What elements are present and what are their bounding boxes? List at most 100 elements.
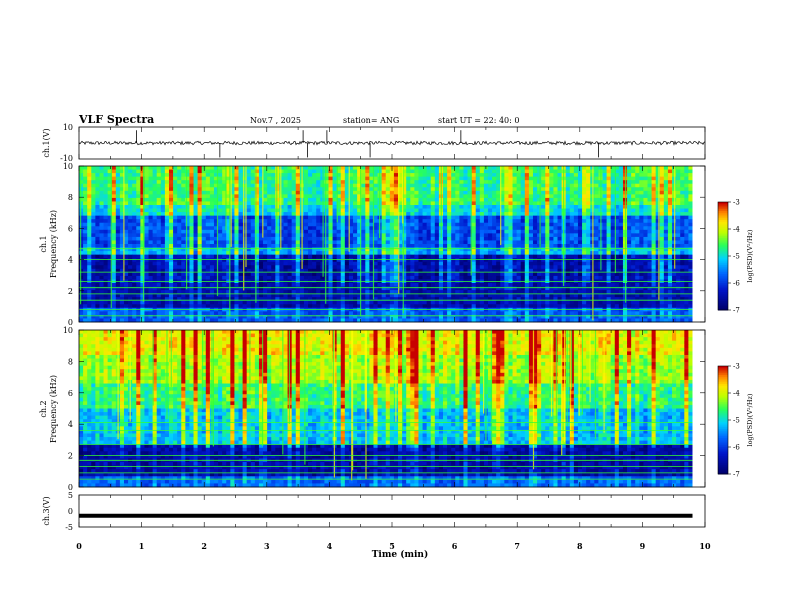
spectrogram-cell [398,205,403,209]
spectrogram-cell [136,173,141,178]
spectrogram-cell [111,187,117,192]
spectrogram-cell [287,265,293,270]
spectrogram-cell [254,229,260,234]
spectrogram-cell [541,180,546,185]
spectrogram-cell [434,222,440,227]
spectrogram-cell [418,215,423,220]
spectrogram-cell [271,226,276,231]
spectrogram-cell [663,212,669,217]
spectrogram-cell [103,180,109,185]
spectrogram-cell [402,265,407,270]
spectrogram-cell [279,268,284,273]
spectrogram-cell [267,229,272,234]
spectrogram-cell [152,173,158,178]
spectrogram-cell [635,244,640,248]
spectrogram-cell [483,169,489,174]
spectrogram-cell [271,244,276,248]
spectrogram-cell [242,205,248,209]
spectrogram-cell [365,275,370,280]
spectrogram-cell [263,173,268,178]
spectrogram-cell [545,166,550,170]
spectrogram-cell [492,194,497,199]
spectrogram-cell [655,180,661,185]
spectrogram-cell [393,254,399,259]
spectrogram-cell [148,272,154,277]
spectrogram-cell [340,212,346,217]
spectrogram-cell [132,190,137,195]
spectrogram-cell [459,268,464,273]
spectrogram-cell [676,258,681,263]
spectrogram-cell [148,229,154,234]
spectrogram-cell [393,205,399,209]
spectrogram-cell [627,173,632,178]
spectrogram-cell [430,176,436,181]
spectrogram-cell [246,261,252,266]
spectrogram-cell [455,176,460,181]
spectrogram-cell [479,169,485,174]
spectrogram-cell [557,275,562,280]
spectrogram-cell [463,169,468,174]
spectrogram-cell [385,169,391,174]
spectrogram-cell [463,205,468,209]
spectrogram-cell [177,254,182,259]
spectrogram-cell [504,201,509,206]
spectrogram-cell [455,240,460,245]
spectrogram-cell [91,247,96,252]
spectrogram-cell [308,251,313,256]
spectrogram-cell [651,247,657,252]
spectrogram-cell [287,247,293,252]
spectrogram-cell [336,166,342,170]
spectrogram-cell [606,180,612,185]
spectrogram-cell [418,236,423,241]
spectrogram-cell [520,176,526,181]
spectrogram-cell [680,258,685,263]
spectrogram-cell [602,222,607,227]
spectrogram-cell [492,226,497,231]
spectrogram-cell [512,197,518,202]
spectrogram-cell [532,208,538,213]
spectrogram-cell [569,205,575,209]
spectrogram-cell [492,180,497,185]
spectrogram-cell [83,240,88,245]
spectrogram-cell [230,169,235,174]
spectrogram-cell [635,265,640,270]
spectrogram-cell [430,268,436,273]
spectrogram-cell [385,240,391,245]
spectrogram-cell [148,187,154,192]
spectrogram-cell [627,187,632,192]
spectrogram-cell [283,215,288,220]
spectrogram-cell [455,265,460,270]
spectrogram-cell [103,258,109,263]
spectrogram-cell [369,169,374,174]
spectrogram-cell [569,183,575,188]
spectrogram-cell [684,236,689,241]
spectrogram-cell [557,212,562,217]
spectrogram-cell [201,187,207,192]
spectrogram-cell [635,261,640,266]
spectrogram-cell [193,244,199,248]
spectrogram-cell [635,236,640,241]
spectrogram-cell [643,183,648,188]
spectrogram-cell [160,222,166,227]
spectrogram-cell [238,240,243,245]
spectrogram-cell [606,212,612,217]
spectrogram-cell [389,258,395,263]
spectrogram-cell [140,240,145,245]
spectrogram-cell [573,229,579,234]
spectrogram-cell [614,194,620,199]
spectrogram-cell [99,208,104,213]
spectrogram-cell [676,272,681,277]
spectrogram-cell [168,261,174,266]
spectrogram-cell [95,244,100,248]
spectrogram-cell [123,244,129,248]
spectrogram-cell [524,166,530,170]
spectrogram-cell [459,176,464,181]
spectrogram-cell [467,258,473,263]
spectrogram-cell [676,166,681,170]
spectrogram-cell [667,226,673,231]
spectrogram-cell [557,251,562,256]
spectrogram-cell [606,205,612,209]
spectrogram-cell [226,265,231,270]
spectrogram-cell [287,233,293,238]
spectrogram-cell [635,268,640,273]
